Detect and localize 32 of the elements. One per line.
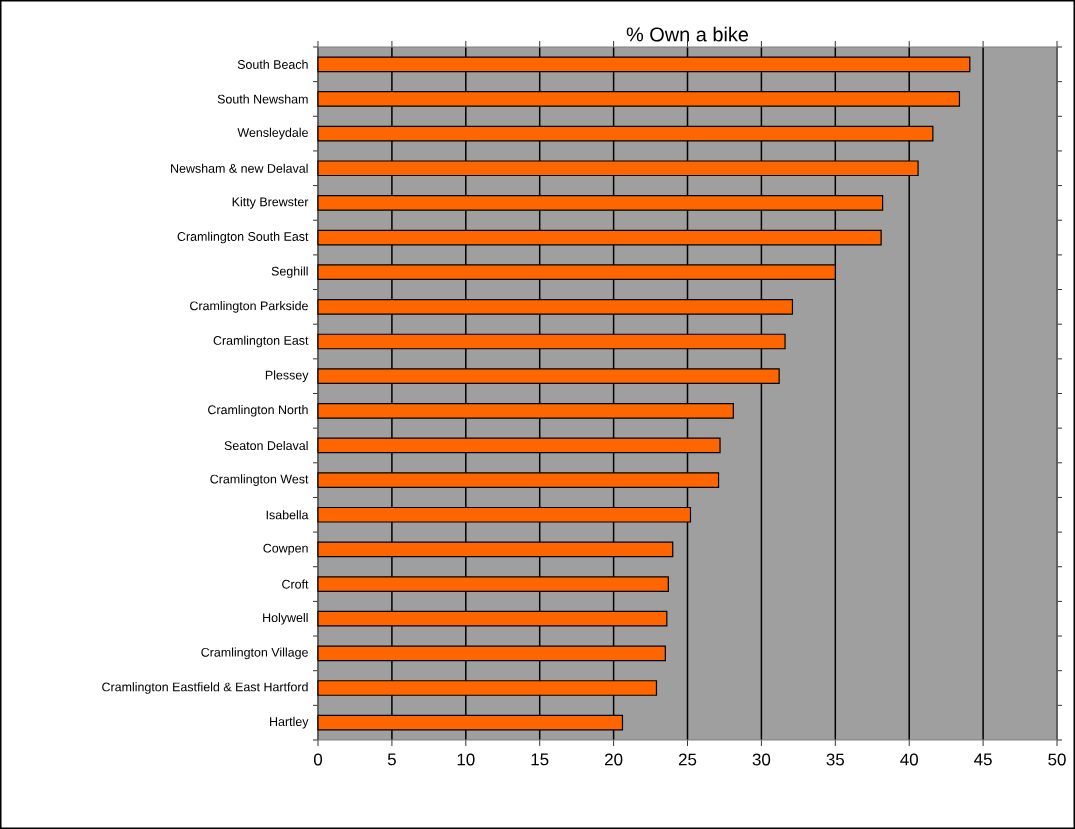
y-tick-label: Isabella [266, 510, 309, 520]
x-tick-label: 10 [457, 753, 475, 766]
y-tick-label: Croft [282, 579, 309, 589]
x-tick-label: 35 [826, 753, 845, 766]
y-tick-label: Seghill [271, 266, 308, 279]
y-tick-label: Cramlington Parkside [190, 301, 308, 313]
y-tick-label: Seaton Delaval [224, 440, 308, 451]
x-tick-label: 15 [531, 753, 549, 766]
y-tick-label: Wensleydale [237, 127, 308, 140]
y-tick-label: Holywell [263, 612, 308, 625]
x-tick-label: 40 [900, 753, 918, 766]
y-tick-label: Cramlington East [213, 335, 309, 348]
y-tick-label: Cramlington West [210, 474, 309, 486]
y-tick-label: Cramlington Eastfield & East Hartford [102, 682, 308, 694]
x-tick-label: 5 [387, 753, 396, 766]
x-tick-label: 20 [605, 753, 623, 766]
x-tick-label: 45 [974, 753, 992, 766]
y-tick-label: Cramlington Village [201, 647, 308, 660]
x-tick-label: 50 [1048, 753, 1066, 766]
y-tick-label: Kitty Brewster [232, 197, 309, 209]
x-tick-label: 25 [678, 753, 697, 766]
y-tick-label: Plessey [265, 370, 309, 382]
x-tick-label: 30 [752, 753, 771, 766]
y-tick-label: South Beach [237, 59, 308, 69]
y-tick-label: South Newsham [217, 94, 308, 104]
y-tick-label: Cramlington North [208, 405, 308, 417]
chart-title: % Own a bike [626, 26, 749, 42]
y-tick-label: Cowpen [263, 543, 308, 556]
x-tick-label: 0 [313, 753, 323, 766]
y-tick-label: Hartley [270, 716, 309, 729]
y-tick-label: Cramlington South East [177, 231, 309, 244]
y-tick-label: Newsham & new Delaval [171, 163, 308, 173]
